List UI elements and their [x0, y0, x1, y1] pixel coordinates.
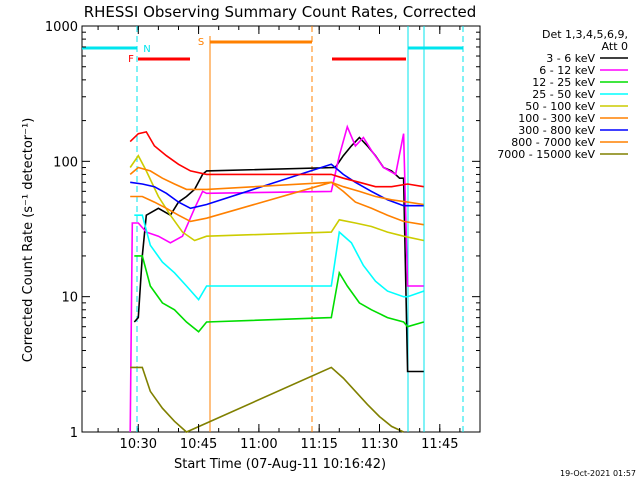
legend-label-1: 6 - 12 keV: [539, 64, 595, 77]
flag-s-label: S: [198, 37, 204, 48]
axes: 10:30 10:45 11:00 11:15 11:30 11:45 1 10 100 1000: [45, 20, 481, 452]
legend-label-2: 12 - 25 keV: [532, 76, 595, 89]
chart-title: RHESSI Observing Summary Count Rates, Co…: [84, 3, 477, 21]
series-lines: [129, 124, 424, 433]
series-line-8: [130, 366, 404, 433]
legend-label-0: 3 - 6 keV: [546, 52, 595, 65]
flag-n-label: N: [143, 44, 150, 55]
y-tick-label-2: 100: [53, 155, 78, 170]
series-line-1: [129, 124, 424, 433]
legend-label-6: 300 - 800 keV: [518, 124, 595, 137]
legend-label-3: 25 - 50 keV: [532, 88, 595, 101]
series-line-2: [134, 255, 424, 333]
plot-area: [81, 25, 481, 433]
series-line-4: [129, 154, 424, 242]
legend-title-line-0: Det 1,3,4,5,6,9,: [542, 28, 628, 41]
x-tick-label-4: 11:30: [361, 437, 398, 452]
x-tick-label-5: 11:45: [421, 437, 458, 452]
y-tick-label-0: 1: [70, 426, 78, 441]
flag-f-label: F: [128, 54, 134, 65]
y-tick-label-1: 10: [61, 291, 78, 306]
series-line-7: [129, 166, 424, 206]
legend-label-4: 50 - 100 keV: [525, 100, 595, 113]
timestamp: 19-Oct-2021 01:57: [560, 469, 636, 478]
x-tick-label-0: 10:30: [120, 437, 157, 452]
series-line-9: [129, 130, 424, 188]
x-tick-label-2: 11:00: [240, 437, 277, 452]
legend-title-line-1: Att 0: [602, 40, 628, 53]
flag-lines: NF S: [82, 26, 464, 432]
series-line-0: [133, 136, 424, 373]
y-tick-label-3: 1000: [45, 20, 78, 35]
x-axis-label: Start Time (07-Aug-11 10:16:42): [174, 457, 386, 472]
series-line-5: [130, 181, 424, 226]
legend-label-5: 100 - 300 keV: [518, 112, 595, 125]
x-tick-label-1: 10:45: [180, 437, 217, 452]
legend-label-8: 7000 - 15000 keV: [497, 148, 595, 161]
series-line-3: [134, 214, 424, 302]
x-tick-label-3: 11:15: [300, 437, 337, 452]
plot-frame: [81, 25, 481, 433]
legend-label-7: 800 - 7000 keV: [511, 136, 595, 149]
y-axis-label: Corrected Count Rate (s⁻¹ detector⁻¹): [21, 118, 36, 363]
